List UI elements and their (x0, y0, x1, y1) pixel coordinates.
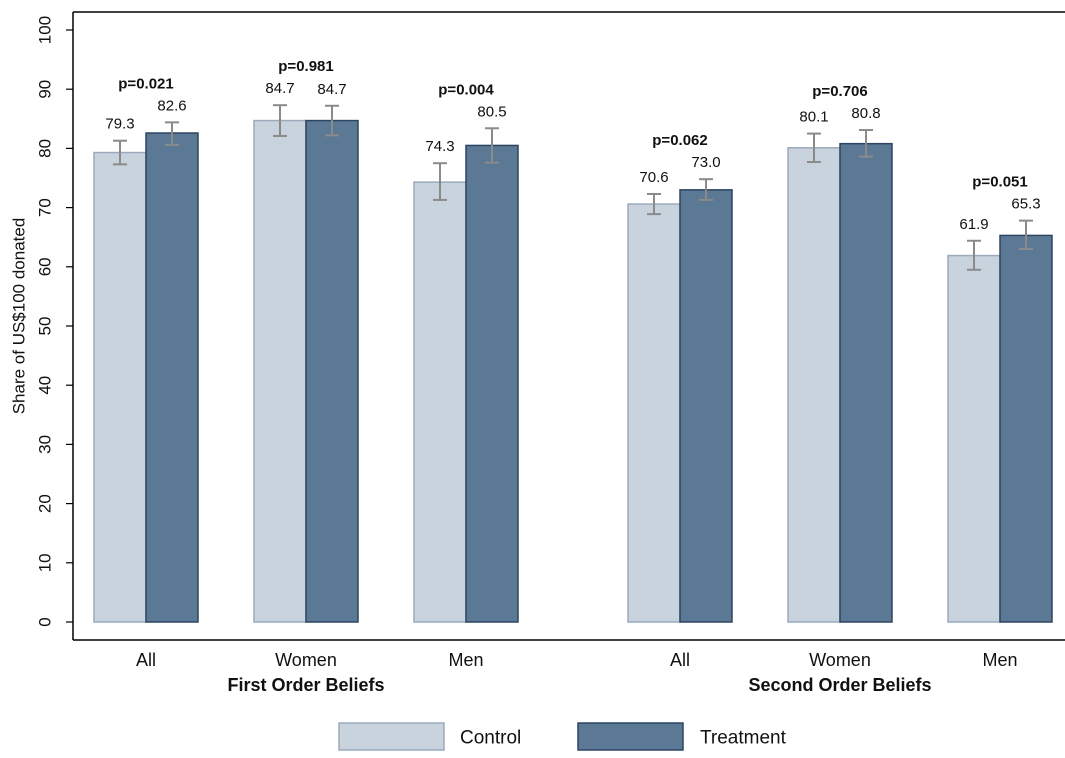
bar-control (627, 203, 681, 623)
y-tick-label: 40 (35, 376, 54, 395)
data-label-treatment: 80.5 (477, 103, 506, 120)
y-tick-label: 0 (35, 617, 54, 626)
data-label-control: 79.3 (105, 116, 134, 133)
x-tick-label: Men (982, 650, 1017, 670)
data-label-treatment: 84.7 (317, 81, 346, 98)
legend-label-treatment: Treatment (700, 728, 787, 749)
data-label-treatment: 82.6 (157, 97, 186, 114)
x-tick-label: All (670, 650, 690, 670)
x-tick-label: Women (809, 650, 871, 670)
p-value-label: p=0.706 (812, 83, 867, 100)
bar-treatment (999, 234, 1053, 623)
group-label: First Order Beliefs (227, 675, 384, 695)
bar-control (93, 151, 147, 623)
data-label-control: 74.3 (425, 138, 454, 155)
bar-treatment (145, 132, 199, 623)
y-tick-label: 80 (35, 139, 54, 158)
y-axis-title: Share of US$100 donated (9, 218, 28, 415)
data-label-control: 80.1 (799, 109, 828, 126)
group-label: Second Order Beliefs (748, 675, 931, 695)
y-tick-label: 50 (35, 317, 54, 336)
bar-control (253, 119, 307, 623)
y-tick-label: 60 (35, 257, 54, 276)
data-label-control: 84.7 (265, 80, 294, 97)
p-value-label: p=0.004 (438, 81, 494, 98)
bar-control (787, 147, 841, 623)
p-value-label: p=0.981 (278, 58, 333, 75)
bar-treatment (839, 142, 893, 623)
x-tick-label: Men (448, 650, 483, 670)
bar-treatment (679, 189, 733, 623)
bar-treatment (305, 119, 359, 623)
y-tick-label: 30 (35, 435, 54, 454)
data-label-treatment: 65.3 (1011, 196, 1040, 213)
data-label-control: 70.6 (639, 169, 668, 186)
data-label-treatment: 73.0 (691, 154, 720, 171)
legend-label-control: Control (460, 728, 521, 749)
x-tick-label: Women (275, 650, 337, 670)
x-tick-label: All (136, 650, 156, 670)
data-label-control: 61.9 (959, 216, 988, 233)
y-tick-label: 70 (35, 198, 54, 217)
y-tick-label: 10 (35, 553, 54, 572)
legend-swatch-control (338, 722, 445, 751)
y-tick-label: 90 (35, 80, 54, 99)
p-value-label: p=0.062 (652, 132, 707, 149)
data-label-treatment: 80.8 (851, 105, 880, 122)
p-value-label: p=0.021 (118, 75, 173, 92)
y-tick-label: 100 (35, 16, 54, 44)
bar-control (413, 181, 467, 623)
p-value-label: p=0.051 (972, 174, 1027, 191)
bar-control (947, 254, 1001, 623)
y-tick-label: 20 (35, 494, 54, 513)
bar-treatment (465, 144, 519, 623)
legend-swatch-treatment (577, 722, 684, 751)
